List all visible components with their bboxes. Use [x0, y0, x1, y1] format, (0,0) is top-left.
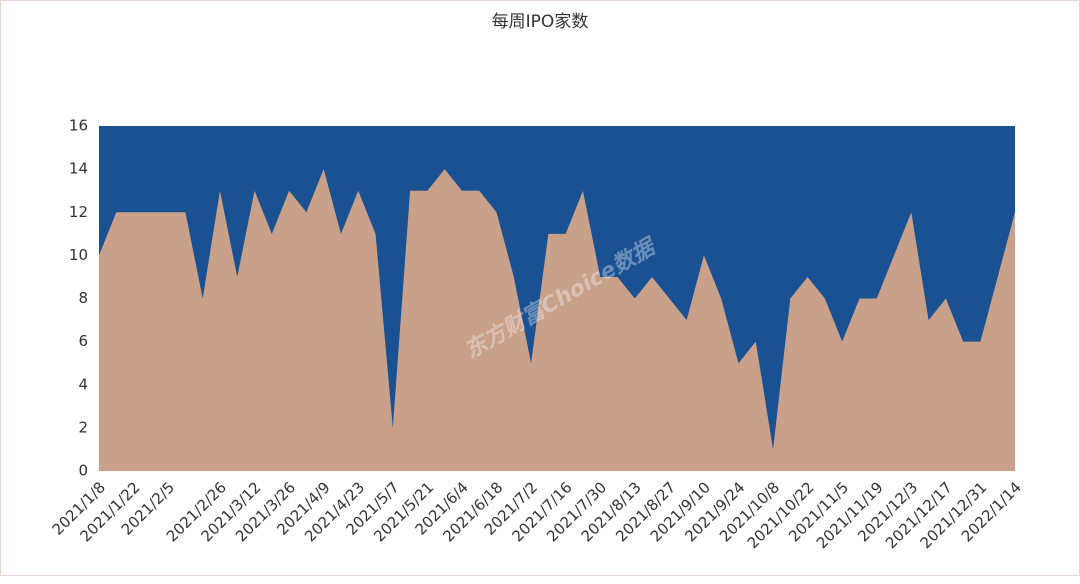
y-tick-label: 0 [78, 462, 88, 480]
y-tick-label: 6 [78, 332, 88, 350]
y-tick-label: 2 [78, 418, 88, 436]
y-tick-label: 14 [69, 160, 88, 178]
y-tick-label: 12 [69, 203, 88, 221]
chart-title: 每周IPO家数 [492, 12, 589, 32]
y-tick-label: 16 [69, 117, 88, 135]
area [99, 169, 1015, 471]
y-tick-label: 4 [78, 375, 88, 393]
y-tick-label: 10 [69, 246, 88, 264]
y-tick-label: 8 [78, 289, 88, 307]
